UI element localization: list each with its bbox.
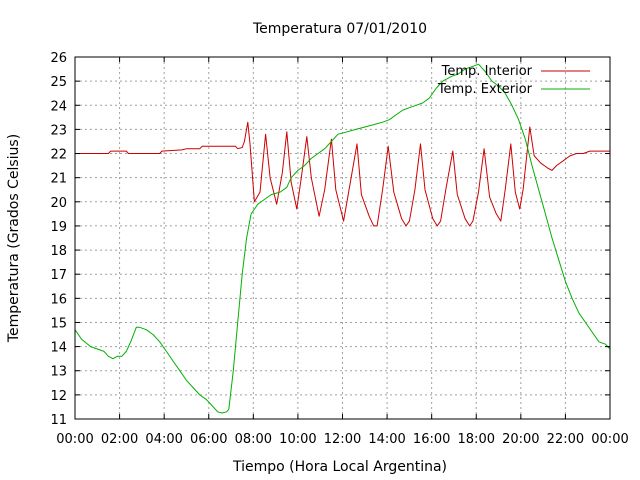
y-tick-label: 22 [50,148,67,163]
y-tick-label: 26 [50,51,67,66]
x-tick-label: 14:00 [368,432,405,447]
y-tick-label: 12 [50,389,67,404]
series-layer [74,63,611,414]
y-tick-label: 17 [50,268,67,283]
x-tick-label: 04:00 [145,432,182,447]
series-line-exterior [74,63,611,414]
y-tick-label: 21 [50,172,67,187]
y-tick-label: 19 [50,220,67,235]
y-tick-label: 24 [50,99,67,114]
y-tick-label: 25 [50,75,67,90]
legend-label: Temp. Exterior [437,82,533,97]
legend-label: Temp. Interior [441,64,533,79]
legend: Temp. Interior Temp. Exterior [437,64,590,97]
x-tick-label: 12:00 [324,432,361,447]
y-tick-label: 16 [50,292,67,307]
y-axis-label: Temperatura (Grados Celsius) [6,134,22,343]
x-tick-label: 22:00 [547,432,584,447]
x-tick-label: 18:00 [458,432,495,447]
y-tick-label: 20 [50,196,67,211]
x-tick-label: 20:00 [502,432,539,447]
y-tick-label: 14 [50,341,67,356]
y-tick-label: 11 [50,413,67,428]
y-tick-label: 13 [50,365,67,380]
ticks: 00:00 02:00 04:00 06:00 08:00 10:00 12:00 14:00… [50,51,628,447]
x-tick-label: 00:00 [56,432,93,447]
x-axis-label: Tiempo (Hora Local Argentina) [232,459,447,475]
series-line-interior [75,121,610,227]
chart-title: Temperatura 07/01/2010 [252,21,427,37]
x-tick-label: 16:00 [413,432,450,447]
y-tick-label: 18 [50,244,67,259]
x-tick-label: 00:00 [591,432,628,447]
y-tick-label: 15 [50,316,67,331]
x-tick-label: 08:00 [235,432,272,447]
x-tick-label: 02:00 [101,432,138,447]
grid [75,57,610,419]
x-tick-label: 06:00 [190,432,227,447]
plot-frame [74,56,611,420]
x-tick-label: 10:00 [279,432,316,447]
y-tick-label: 23 [50,123,67,138]
